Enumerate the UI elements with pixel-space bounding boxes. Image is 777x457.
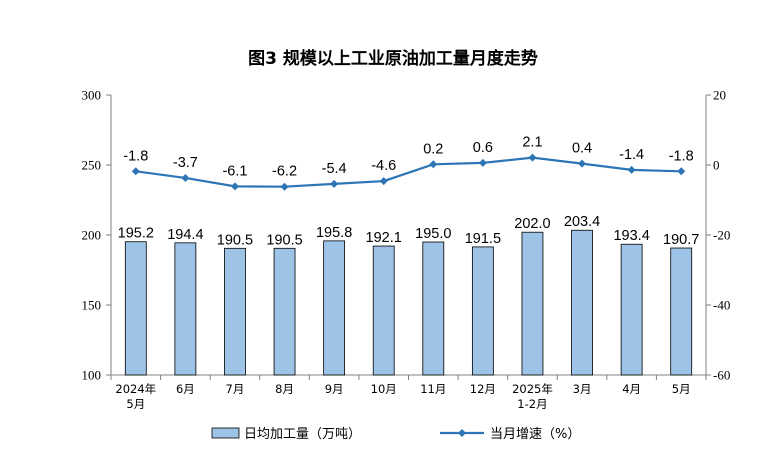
x-tick-label: 12月	[470, 382, 496, 396]
x-tick-label: 8月	[275, 382, 294, 396]
x-tick-label: 7月	[226, 382, 245, 396]
line-point	[528, 153, 537, 162]
chart-title: 图3 规模以上工业原油加工量月度走势	[248, 48, 538, 69]
legend-bar-label: 日均加工量（万吨）	[244, 427, 361, 442]
right-tick-label: -40	[713, 298, 730, 313]
bar	[273, 247, 296, 376]
x-tick-label: 9月	[325, 382, 344, 396]
x-tick-label: 6月	[176, 382, 195, 396]
line-point	[578, 159, 587, 168]
line-data-label: 2.1	[522, 135, 542, 151]
x-tick-label: 3月	[573, 382, 592, 396]
series-line	[135, 156, 682, 188]
line-point	[478, 158, 487, 167]
line-point	[230, 182, 239, 191]
bar	[174, 242, 197, 376]
left-tick-label: 150	[82, 298, 102, 313]
bar	[521, 231, 544, 376]
x-tick-label: 4月	[622, 382, 641, 396]
bar-data-label: 190.7	[663, 232, 699, 248]
line-point	[280, 182, 289, 191]
line-data-label: 0.4	[572, 141, 592, 157]
line-point	[627, 165, 636, 174]
right-tick-label: -60	[713, 368, 730, 383]
bar-data-label: 202.0	[514, 216, 550, 232]
bar-data-label: 195.0	[415, 226, 451, 242]
left-tick-label: 100	[82, 368, 102, 383]
bar-data-label: 192.1	[366, 230, 402, 246]
bar	[124, 241, 147, 376]
bar	[372, 245, 395, 376]
bar-data-label: 203.4	[564, 214, 600, 230]
line-data-label: 0.6	[473, 140, 493, 156]
right-tick-label: -20	[713, 228, 730, 243]
bar	[224, 247, 246, 376]
line-data-label: -4.6	[371, 158, 396, 174]
x-tick-label: 2024年	[115, 382, 156, 396]
right-tick-label: 20	[713, 88, 726, 103]
bar	[422, 241, 445, 376]
bar-data-label: 194.4	[167, 227, 203, 243]
bar-data-label: 193.4	[613, 228, 649, 244]
line-point	[330, 179, 339, 188]
x-tick-label: 11月	[420, 382, 446, 396]
legend-line-label: 当月增速（%）	[490, 427, 580, 442]
line-data-label: -5.4	[322, 161, 347, 177]
x-tick-label: 5月	[126, 397, 145, 411]
line-data-label: -3.7	[173, 155, 198, 171]
legend-line-marker	[458, 429, 466, 437]
bar	[571, 229, 593, 376]
x-tick-label: 10月	[371, 382, 397, 396]
line-point	[181, 173, 190, 182]
line-data-label: 0.2	[423, 141, 443, 157]
bar-data-label: 195.2	[118, 226, 154, 242]
bar	[620, 243, 643, 376]
line-data-label: -6.1	[222, 163, 247, 179]
legend-bar-swatch	[211, 427, 240, 439]
line-point	[429, 160, 438, 169]
bar-data-label: 191.5	[465, 231, 501, 247]
line-data-label: -1.4	[619, 147, 644, 163]
x-tick-label: 5月	[672, 382, 691, 396]
line-series	[131, 153, 686, 191]
bar	[323, 240, 346, 376]
bar-data-label: 195.8	[316, 225, 352, 241]
left-tick-label: 250	[82, 158, 102, 173]
bar-data-label: 190.5	[266, 232, 302, 248]
line-point	[677, 167, 686, 176]
line-data-label: -1.8	[669, 148, 694, 164]
left-tick-label: 300	[82, 88, 102, 103]
bar-series	[124, 229, 693, 376]
line-point	[131, 167, 140, 176]
bar	[670, 247, 693, 376]
bar-data-label: 190.5	[217, 232, 253, 248]
legend: 日均加工量（万吨） 当月增速（%）	[211, 427, 580, 442]
left-tick-label: 200	[82, 228, 102, 243]
x-tick-label: 2025年	[512, 382, 553, 396]
line-data-label: -6.2	[272, 164, 297, 180]
line-point	[379, 177, 388, 186]
data-labels: 195.2 194.4 190.5 190.5 195.8 192.1 195.0 191.5…	[118, 135, 700, 249]
line-data-label: -1.8	[123, 148, 148, 164]
bar	[471, 246, 494, 376]
x-tick-label: 1-2月	[517, 397, 547, 411]
right-tick-label: 0	[713, 158, 720, 173]
